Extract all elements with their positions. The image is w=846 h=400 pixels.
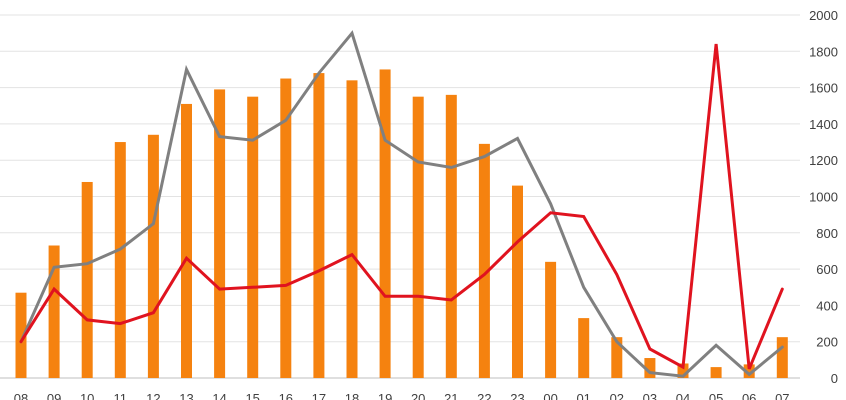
x-tick-label: 10: [80, 391, 94, 400]
bar: [710, 367, 722, 378]
bar: [214, 89, 226, 378]
line-series: [19, 30, 784, 378]
bar: [611, 337, 623, 378]
y-tick-label: 1400: [809, 117, 838, 132]
x-tick-label: 14: [212, 391, 226, 400]
y-tick-label: 1600: [809, 81, 838, 96]
x-tick-label: 09: [47, 391, 61, 400]
y-tick-label: 400: [816, 298, 838, 313]
bar: [147, 134, 159, 378]
x-tick-label: 19: [378, 391, 392, 400]
bar: [48, 245, 60, 378]
grid-lines: [0, 14, 800, 379]
bar: [478, 143, 490, 378]
y-tick-label: 800: [816, 226, 838, 241]
x-tick-label: 08: [14, 391, 28, 400]
x-tick-label: 12: [146, 391, 160, 400]
series-line-1: [19, 30, 784, 378]
x-tick-label: 13: [179, 391, 193, 400]
bar: [512, 185, 523, 378]
x-tick-label: 02: [610, 391, 624, 400]
x-tick-label: 16: [279, 391, 293, 400]
bar: [247, 96, 259, 379]
y-tick-label: 1000: [809, 190, 838, 205]
x-tick-label: 05: [709, 391, 723, 400]
bar: [677, 363, 689, 378]
bar: [545, 261, 557, 378]
series-line-2: [19, 43, 784, 370]
bar: [445, 94, 457, 379]
y-axis-ticks: 0 200 400 600 800 1000 1200 1400 1600 1800 2000: [809, 8, 838, 386]
y-tick-label: 200: [816, 335, 838, 350]
bar: [81, 181, 93, 378]
x-axis-ticks: 08 09 10 11 12 13 14 15 16 17 18 19 20 21 22 23 00 01 02 03…: [14, 391, 790, 400]
bar: [181, 103, 192, 378]
bar: [743, 364, 755, 378]
x-tick-label: 22: [477, 391, 491, 400]
x-tick-label: 15: [245, 391, 259, 400]
x-tick-label: 00: [543, 391, 557, 400]
bar: [578, 318, 590, 378]
x-tick-label: 11: [114, 391, 128, 400]
bar: [379, 69, 391, 378]
x-tick-label: 03: [643, 391, 657, 400]
bar: [346, 80, 358, 378]
x-tick-label: 21: [444, 391, 458, 400]
bar: [114, 142, 126, 378]
y-tick-label: 1200: [809, 153, 838, 168]
bar: [313, 73, 325, 378]
y-tick-label: 0: [831, 371, 838, 386]
x-tick-label: 23: [510, 391, 524, 400]
x-tick-label: 17: [312, 391, 326, 400]
x-tick-label: 20: [411, 391, 425, 400]
x-tick-label: 04: [676, 391, 690, 400]
bar-series: [15, 69, 788, 379]
y-tick-label: 2000: [809, 8, 838, 23]
bar: [644, 358, 656, 378]
y-tick-label: 600: [816, 262, 838, 277]
x-tick-label: 18: [345, 391, 359, 400]
bar: [412, 96, 424, 379]
bar: [776, 337, 788, 378]
bar: [280, 78, 292, 379]
x-tick-label: 06: [742, 391, 756, 400]
bar: [15, 292, 27, 378]
x-tick-label: 01: [576, 391, 590, 400]
y-tick-label: 1800: [809, 44, 838, 59]
x-tick-label: 07: [775, 391, 789, 400]
